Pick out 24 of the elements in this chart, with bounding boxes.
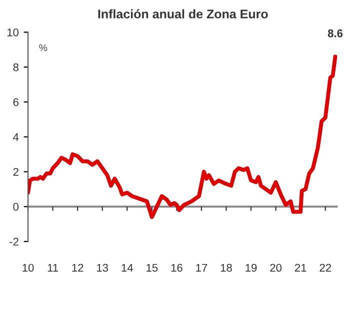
x-tick-label: 18 xyxy=(220,264,232,272)
x-tick-label: 15 xyxy=(146,264,158,272)
y-tick-label: 4 xyxy=(13,133,19,141)
x-tick-label: 11 xyxy=(48,264,58,272)
y-tick-label: 2 xyxy=(13,168,18,176)
x-tick-label: 17 xyxy=(196,264,208,272)
y-axis-title: % xyxy=(39,44,48,52)
x-tick-label: 20 xyxy=(270,264,282,272)
line-series xyxy=(28,54,338,220)
x-tick-label: 10 xyxy=(22,264,34,272)
annotation: 8.6 xyxy=(328,29,343,38)
y-tick-label: -2 xyxy=(10,238,18,246)
y-tick-label: 10 xyxy=(7,28,19,36)
y-tick-label: 6 xyxy=(13,98,18,106)
x-tick-label: 12 xyxy=(72,264,84,272)
x-tick-label: 19 xyxy=(246,264,257,272)
y-tick-label: 0 xyxy=(13,202,19,211)
x-tick-label: 22 xyxy=(320,264,331,272)
x-tick-label: 21 xyxy=(294,264,306,272)
chart-title: Inflación anual de Zona Euro xyxy=(98,9,268,18)
x-tick-label: 16 xyxy=(171,264,182,272)
x-tick-label: 14 xyxy=(122,264,133,272)
y-tick-label: 8 xyxy=(13,63,18,72)
x-tick-label: 13 xyxy=(97,264,108,272)
